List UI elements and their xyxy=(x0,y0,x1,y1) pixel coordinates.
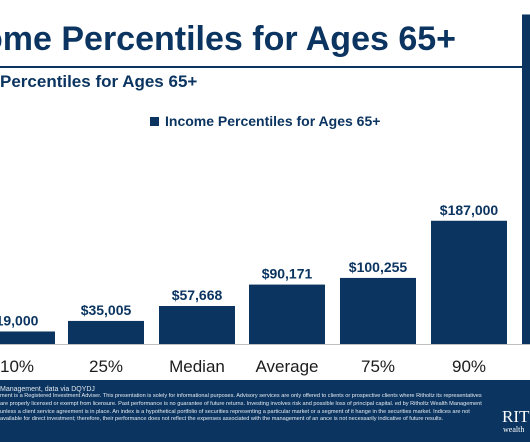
category-label-3: Median xyxy=(169,357,225,376)
data-label-2: $35,005 xyxy=(81,302,132,318)
footer xyxy=(0,380,530,442)
category-label-2: 25% xyxy=(89,357,123,376)
chart-subtitle: Percentiles for Ages 65+ xyxy=(0,72,198,91)
page-title: ome Percentiles for Ages 65+ xyxy=(0,20,457,58)
bar-5 xyxy=(340,277,416,344)
title-divider xyxy=(0,66,530,68)
bar-1 xyxy=(0,331,55,344)
bar-chart: 19,000 10% $35,005 25% $57,668 Median $90,171 A… xyxy=(0,14,530,376)
disclaimer-text: ment is a Registered Investment Adviser.… xyxy=(0,393,482,423)
data-label-5: $100,255 xyxy=(349,259,408,275)
bar-7 xyxy=(522,14,530,344)
bar-4 xyxy=(249,284,325,344)
brand-logo-sub: wealth xyxy=(503,425,525,434)
bar-6 xyxy=(431,220,507,344)
chart-legend: Income Percentiles for Ages 65+ xyxy=(150,113,380,129)
category-label-4: Average xyxy=(255,357,318,376)
data-label-4: $90,171 xyxy=(262,266,313,282)
bar-3 xyxy=(159,305,235,344)
source-note: Management, data via DQYDJ xyxy=(0,386,95,393)
data-label-3: $57,668 xyxy=(172,287,223,303)
category-label-6: 90% xyxy=(452,357,486,376)
legend-swatch xyxy=(150,116,159,126)
legend-label: Income Percentiles for Ages 65+ xyxy=(165,113,381,129)
category-label-1: 10% xyxy=(0,357,34,376)
category-label-5: 75% xyxy=(361,357,395,376)
data-label-6: $187,000 xyxy=(440,202,499,218)
brand-logo: RIT xyxy=(502,407,530,426)
data-label-1: 19,000 xyxy=(0,312,39,328)
bar-2 xyxy=(68,320,144,344)
